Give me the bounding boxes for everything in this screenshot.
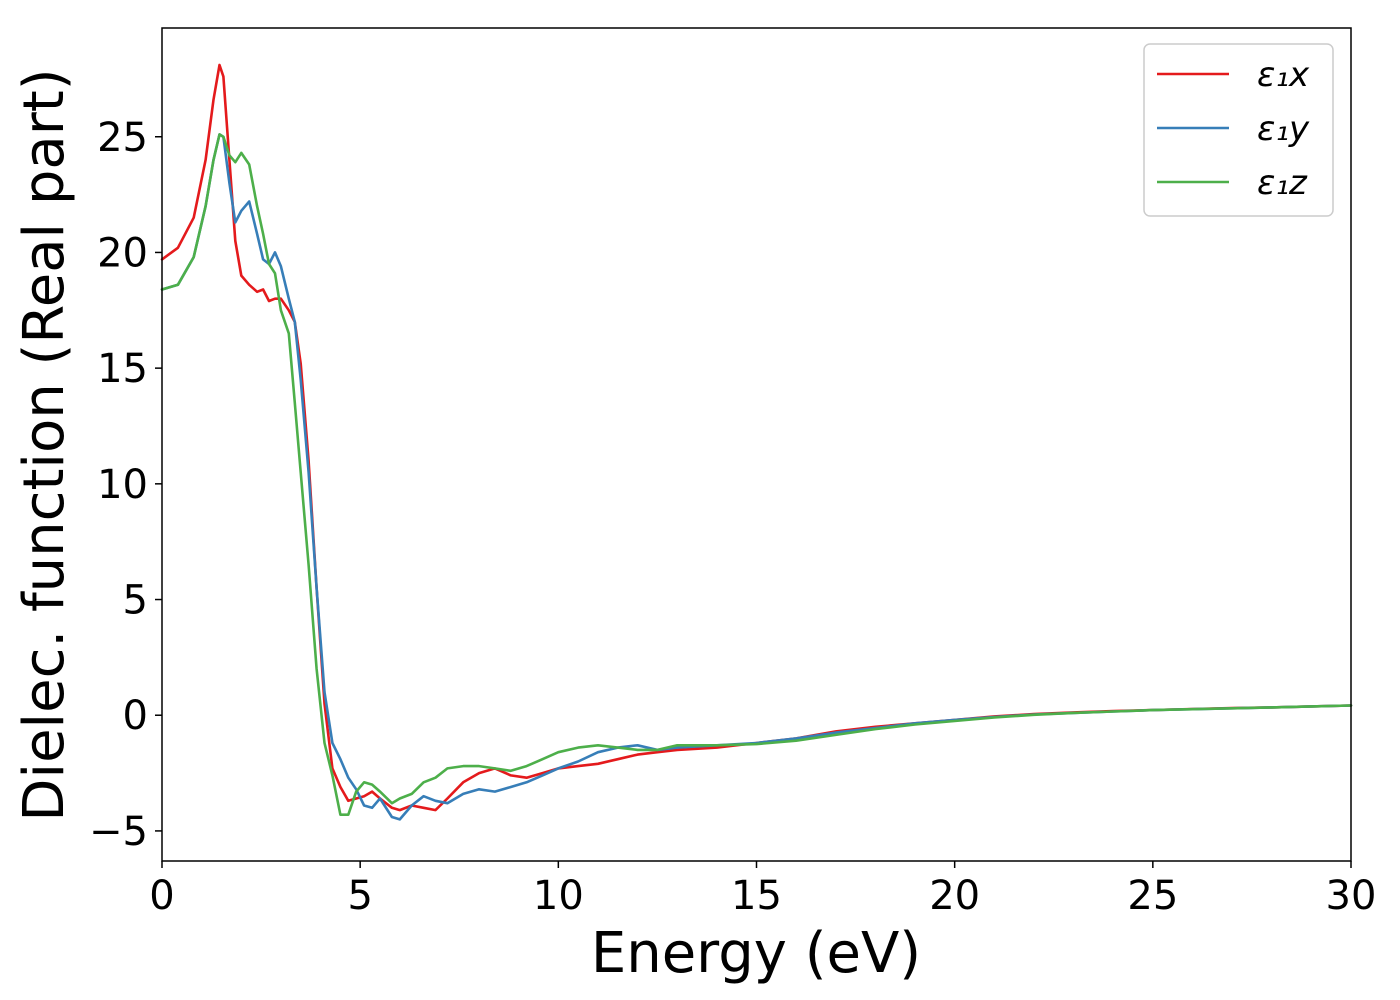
y-tick-label: 10: [97, 462, 148, 508]
x-axis-ticks: 0 5 10 15 20 25 30: [149, 861, 1376, 919]
legend-box: [1143, 43, 1334, 217]
y-tick-label: 5: [123, 578, 148, 624]
y-tick-label: −5: [89, 809, 148, 855]
legend-label-2: ε₁z: [1257, 163, 1308, 203]
series-line-2: [160, 133, 1353, 817]
x-axis-label: Energy (eV): [591, 921, 921, 986]
x-tick-label: 0: [149, 873, 174, 919]
legend-items: ε₁x ε₁y ε₁z: [1157, 55, 1310, 203]
series-layer: [160, 63, 1353, 821]
y-tick-label: 15: [97, 346, 148, 392]
legend-label-0: ε₁x: [1257, 55, 1310, 95]
y-tick-label: 20: [97, 230, 148, 276]
legend-label-1: ε₁y: [1257, 109, 1310, 149]
x-tick-label: 5: [347, 873, 372, 919]
x-tick-label: 15: [731, 873, 782, 919]
x-tick-label: 10: [533, 873, 584, 919]
x-tick-label: 20: [929, 873, 980, 919]
series-line-1: [160, 133, 1353, 821]
y-axis-label: Dielec. function (Real part): [12, 68, 77, 821]
x-tick-label: 30: [1326, 873, 1377, 919]
y-tick-label: 0: [123, 693, 148, 739]
x-tick-label: 25: [1127, 873, 1178, 919]
y-tick-label: 25: [97, 115, 148, 161]
y-axis-ticks: −5 0 5 10 15 20 25: [89, 115, 162, 855]
legend: ε₁x ε₁y ε₁z: [1143, 43, 1334, 217]
